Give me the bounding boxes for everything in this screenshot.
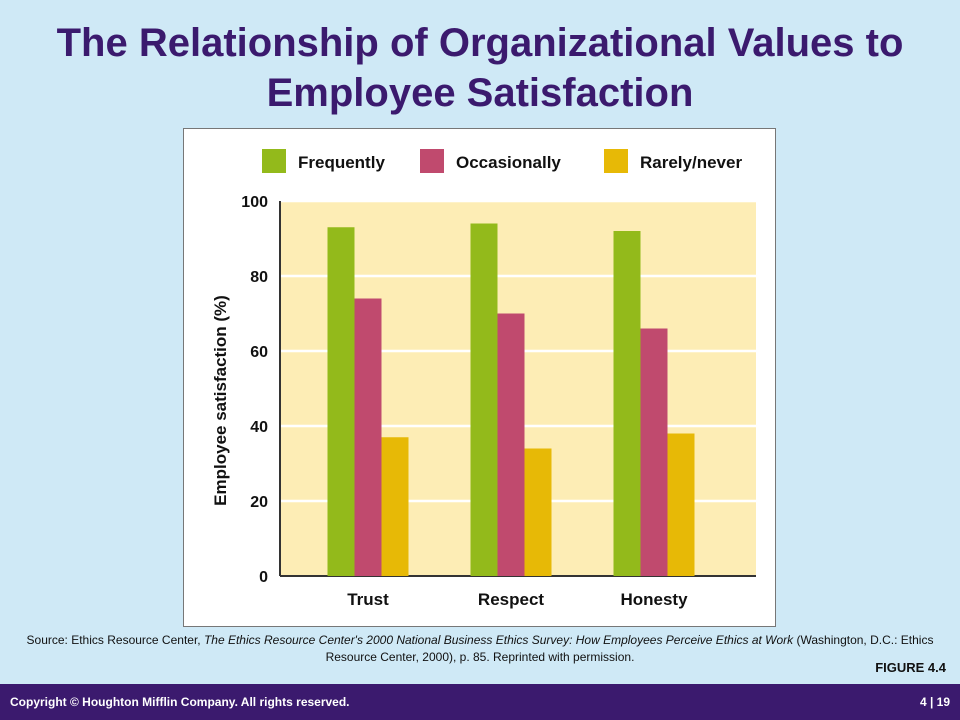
bar-frequently-trust bbox=[327, 227, 355, 576]
y-tick-label: 60 bbox=[250, 344, 268, 361]
slide-title: The Relationship of Organizational Value… bbox=[56, 21, 904, 115]
chart-frame: Frequently Occasionally Rarely/never 0 20 40… bbox=[183, 128, 776, 627]
legend-swatch bbox=[420, 149, 444, 173]
source-title: The Ethics Resource Center's 2000 Nation… bbox=[203, 633, 794, 647]
y-tick-label: 0 bbox=[259, 569, 268, 586]
legend-swatch bbox=[262, 149, 286, 173]
source-citation: Source: Ethics Resource Center, The Ethi… bbox=[20, 632, 940, 666]
bar-frequently-respect bbox=[470, 223, 498, 576]
figure-label: FIGURE 4.4 bbox=[875, 660, 946, 675]
legend-label: Occasionally bbox=[456, 153, 561, 172]
y-tick-label: 80 bbox=[250, 269, 268, 286]
legend-label: Frequently bbox=[298, 153, 385, 172]
page-number: 4 | 19 bbox=[919, 695, 950, 709]
copyright-text: Copyright © Houghton Mifflin Company. Al… bbox=[10, 695, 350, 709]
bar-frequently-honesty bbox=[613, 231, 641, 576]
y-tick-label: 40 bbox=[250, 419, 268, 436]
legend-label: Rarely/never bbox=[640, 153, 742, 172]
y-tick-label: 20 bbox=[250, 494, 268, 511]
bar-rarely-never-trust bbox=[381, 437, 409, 576]
x-category-label: Respect bbox=[478, 590, 544, 609]
legend-swatch bbox=[604, 149, 628, 173]
footer-bar: Copyright © Houghton Mifflin Company. Al… bbox=[0, 684, 960, 720]
bar-rarely-never-honesty bbox=[667, 433, 695, 576]
bar-occasionally-honesty bbox=[640, 328, 668, 576]
y-tick-label: 100 bbox=[241, 194, 268, 211]
bar-rarely-never-respect bbox=[524, 448, 552, 576]
bar-occasionally-trust bbox=[354, 298, 382, 576]
source-prefix: Source: Ethics Resource Center, bbox=[26, 633, 204, 647]
source-suffix: (Washington, D.C.: Ethics Resource Cente… bbox=[325, 633, 934, 664]
bar-chart: Frequently Occasionally Rarely/never 0 20 40… bbox=[211, 149, 756, 609]
x-category-label: Trust bbox=[347, 590, 389, 609]
x-category-label: Honesty bbox=[620, 590, 688, 609]
y-axis-title: Employee satisfaction (%) bbox=[211, 295, 230, 506]
bar-occasionally-respect bbox=[497, 313, 525, 576]
